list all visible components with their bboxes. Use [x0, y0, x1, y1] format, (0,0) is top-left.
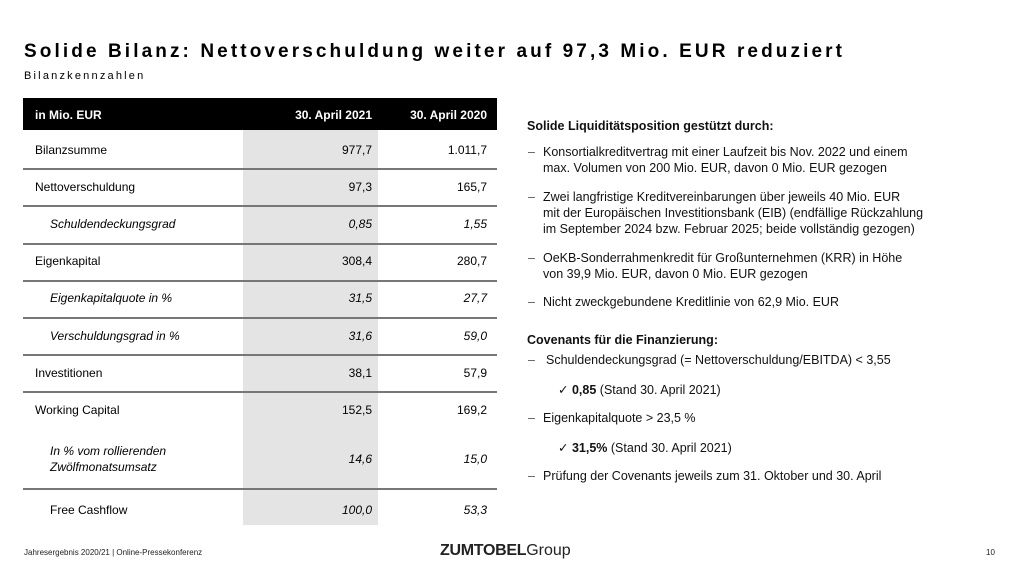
table-row: Bilanzsumme 977,7 1.011,7 — [23, 143, 497, 157]
table-row: Working Capital 152,5 169,2 — [23, 403, 497, 417]
covenant-item: Eigenkapitalquote > 23,5 % — [543, 411, 696, 425]
liquidity-bullet-line: OeKB-Sonderrahmenkredit für Großunterneh… — [543, 251, 903, 265]
value-2020: 280,7 — [456, 254, 487, 268]
value-2020: 57,9 — [463, 366, 487, 380]
bullet-dash-icon: – — [528, 353, 535, 367]
table-row: Schuldendeckungsgrad 0,85 1,55 — [23, 217, 497, 231]
covenant-check-2: ✓ 31,5% (Stand 30. April 2021) — [558, 441, 732, 455]
row-label: Nettoverschuldung — [35, 180, 136, 194]
page-number: 10 — [986, 548, 995, 557]
row-label: Verschuldungsgrad in % — [50, 329, 180, 343]
row-label-line2: Zwölfmonatsumsatz — [50, 460, 157, 474]
row-divider — [23, 168, 497, 170]
liquidity-bullet-line: im September 2024 bzw. Februar 2025; bei… — [543, 222, 915, 236]
row-divider — [23, 354, 497, 356]
value-2021: 152,5 — [341, 403, 372, 417]
check-text: (Stand 30. April 2021) — [610, 441, 732, 455]
row-divider — [23, 280, 497, 282]
value-2020: 53,3 — [463, 503, 487, 517]
table-row: In % vom rollierenden Zwölfmonatsumsatz 14… — [23, 443, 497, 475]
table-row: Eigenkapital 308,4 280,7 — [23, 254, 497, 268]
value-2021: 0,85 — [348, 217, 372, 231]
check-value: 31,5% — [571, 441, 608, 455]
value-2020: 1,55 — [463, 217, 487, 231]
row-label-line1: In % vom rollierenden — [50, 444, 167, 458]
bullet-dash-icon: – — [528, 251, 535, 265]
covenant-item: Prüfung der Covenants jeweils zum 31. Ok… — [543, 469, 882, 483]
page-subtitle: Bilanzkennzahlen — [24, 70, 146, 82]
covenants-heading: Covenants für die Finanzierung: — [527, 333, 718, 347]
value-2020: 1.011,7 — [447, 143, 487, 157]
header-2020: 30. April 2020 — [410, 108, 487, 122]
row-divider — [23, 243, 497, 245]
liquidity-bullet-line: mit der Europäischen Investitionsbank (E… — [543, 206, 924, 220]
table-row: Verschuldungsgrad in % 31,6 59,0 — [23, 329, 497, 343]
value-2020: 27,7 — [463, 291, 487, 305]
row-label: Eigenkapital — [35, 254, 101, 268]
bullet-dash-icon: – — [528, 190, 535, 204]
table-row: Eigenkapitalquote in % 31,5 27,7 — [23, 291, 497, 305]
value-2021: 308,4 — [341, 254, 372, 268]
row-label: Working Capital — [35, 403, 120, 417]
row-label: In % vom rollierenden Zwölfmonatsumsatz — [50, 443, 166, 475]
liquidity-bullet-line: Zwei langfristige Kreditvereinbarungen ü… — [543, 190, 901, 204]
footer-text: Jahresergebnis 2020/21 | Online-Presseko… — [24, 548, 203, 557]
bullet-dash-icon: – — [528, 411, 535, 425]
covenant-item: Schuldendeckungsgrad (= Nettoverschuldun… — [546, 353, 891, 367]
header-unit: in Mio. EUR — [35, 108, 102, 122]
logo-light: Group — [526, 542, 571, 559]
value-2020: 59,0 — [463, 329, 487, 343]
row-label: Free Cashflow — [50, 503, 128, 517]
bullet-dash-icon: – — [528, 295, 535, 309]
value-2021: 100,0 — [341, 503, 372, 517]
covenant-check-1: ✓ 0,85 (Stand 30. April 2021) — [558, 383, 721, 397]
page-title: Solide Bilanz: Nettoverschuldung weiter … — [24, 41, 846, 62]
liquidity-bullet-line: Nicht zweckgebundene Kreditlinie von 62,… — [543, 295, 839, 309]
table-row: Free Cashflow 100,0 53,3 — [23, 503, 497, 517]
table-row: Nettoverschuldung 97,3 165,7 — [23, 180, 497, 194]
row-divider — [23, 317, 497, 319]
bullet-dash-icon: – — [528, 469, 535, 483]
value-2020: 169,2 — [456, 403, 487, 417]
table-row: Investitionen 38,1 57,9 — [23, 366, 497, 380]
liquidity-heading: Solide Liquiditätsposition gestützt durc… — [527, 119, 774, 133]
zumtobel-logo: ZUMTOBELGroup — [440, 542, 571, 560]
check-text: (Stand 30. April 2021) — [599, 383, 721, 397]
table-header: in Mio. EUR 30. April 2021 30. April 202… — [23, 98, 497, 130]
liquidity-bullet-line: max. Volumen von 200 Mio. EUR, davon 0 M… — [543, 161, 887, 175]
row-label: Investitionen — [35, 366, 103, 380]
value-2021: 97,3 — [348, 180, 372, 194]
liquidity-bullet-line: von 39,9 Mio. EUR, davon 0 Mio. EUR gezo… — [543, 267, 808, 281]
row-divider — [23, 488, 497, 490]
value-2021: 14,6 — [348, 452, 372, 466]
row-divider — [23, 205, 497, 207]
value-2021: 31,6 — [348, 329, 372, 343]
value-2020: 15,0 — [463, 452, 487, 466]
bullet-dash-icon: – — [528, 145, 535, 159]
row-divider — [23, 391, 497, 393]
row-label: Bilanzsumme — [35, 143, 108, 157]
logo-bold: ZUMTOBEL — [440, 542, 527, 559]
header-2021: 30. April 2021 — [295, 108, 372, 122]
liquidity-bullet-line: Konsortialkreditvertrag mit einer Laufze… — [543, 145, 908, 159]
value-2021: 38,1 — [348, 366, 372, 380]
value-2021: 977,7 — [341, 143, 372, 157]
row-label: Schuldendeckungsgrad — [50, 217, 176, 231]
check-value: 0,85 — [571, 383, 597, 397]
highlight-column-2021 — [243, 130, 378, 525]
row-label: Eigenkapitalquote in % — [50, 291, 173, 305]
value-2020: 165,7 — [456, 180, 487, 194]
value-2021: 31,5 — [348, 291, 372, 305]
